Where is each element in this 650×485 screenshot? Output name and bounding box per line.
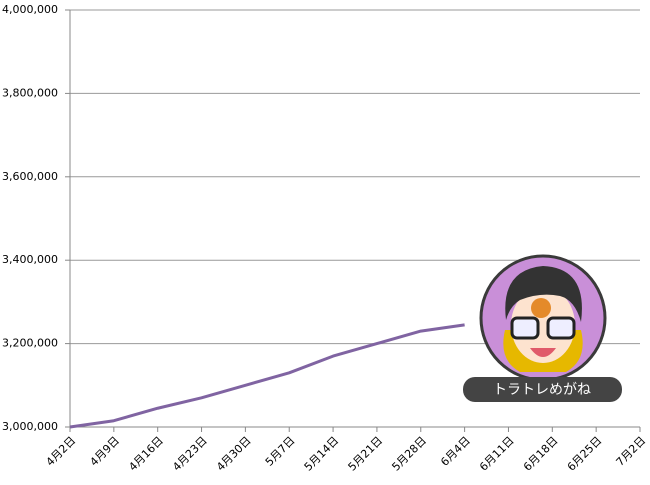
y-tick-label: 3,400,000	[2, 253, 58, 266]
y-tick-label: 3,600,000	[2, 170, 58, 183]
mascot-glasses	[510, 316, 540, 340]
x-tick-label: 6月11日	[477, 434, 517, 474]
x-tick-label: 6月25日	[565, 434, 605, 474]
x-tick-label: 4月23日	[170, 434, 210, 474]
badge-box	[463, 377, 622, 402]
mascot-glasses	[546, 316, 576, 340]
mascot-tiger	[531, 298, 551, 318]
mascot-hair-top	[505, 266, 582, 322]
badge-label: トラトレめがね	[493, 382, 591, 398]
mascot-mouth	[530, 348, 556, 357]
x-tick-label: 4月2日	[44, 434, 79, 469]
x-tick-label: 5月21日	[346, 434, 386, 474]
y-tick-label: 3,800,000	[2, 86, 58, 99]
x-tick-label: 5月14日	[302, 434, 342, 474]
x-tick-label: 4月9日	[87, 434, 122, 469]
x-tick-label: 5月7日	[263, 434, 298, 469]
x-tick-label: 6月18日	[521, 434, 561, 474]
mascot: トラトレめがね	[463, 254, 622, 402]
x-tick-label: 4月16日	[126, 434, 166, 474]
y-tick-label: 4,000,000	[2, 3, 58, 16]
y-tick-label: 3,000,000	[2, 420, 58, 433]
y-tick-label: 3,200,000	[2, 337, 58, 350]
mascot-face	[511, 287, 575, 363]
line	[69, 323, 465, 429]
x-tick-label: 4月30日	[214, 434, 254, 474]
x-tick-label: 7月2日	[614, 434, 649, 469]
x-tick-label: 5月28日	[389, 434, 429, 474]
x-tick-label: 6月4日	[438, 434, 473, 469]
